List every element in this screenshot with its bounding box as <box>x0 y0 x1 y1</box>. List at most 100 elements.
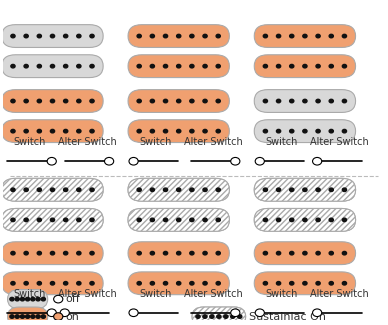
FancyBboxPatch shape <box>128 120 229 143</box>
Circle shape <box>90 129 94 133</box>
Circle shape <box>203 281 207 285</box>
FancyBboxPatch shape <box>128 178 229 201</box>
Circle shape <box>36 297 40 301</box>
Circle shape <box>37 188 42 191</box>
Circle shape <box>37 281 42 285</box>
Circle shape <box>203 34 207 38</box>
Circle shape <box>263 34 267 38</box>
Circle shape <box>329 129 333 133</box>
Circle shape <box>342 99 346 103</box>
Circle shape <box>329 34 333 38</box>
Circle shape <box>217 315 221 318</box>
Text: Switch: Switch <box>140 137 172 147</box>
Circle shape <box>277 218 281 222</box>
FancyBboxPatch shape <box>254 55 355 78</box>
Circle shape <box>41 297 45 301</box>
Circle shape <box>329 252 333 255</box>
Circle shape <box>303 218 307 222</box>
Circle shape <box>329 188 333 191</box>
Circle shape <box>216 34 220 38</box>
Text: Switch: Switch <box>13 289 46 299</box>
Circle shape <box>303 129 307 133</box>
FancyBboxPatch shape <box>2 120 103 143</box>
Circle shape <box>163 129 168 133</box>
Circle shape <box>64 129 68 133</box>
Circle shape <box>20 315 24 318</box>
Circle shape <box>150 64 154 68</box>
Circle shape <box>289 281 294 285</box>
FancyBboxPatch shape <box>2 178 103 201</box>
Circle shape <box>150 34 154 38</box>
Circle shape <box>277 129 281 133</box>
Circle shape <box>11 188 15 191</box>
Circle shape <box>190 99 194 103</box>
Circle shape <box>24 252 28 255</box>
Circle shape <box>163 99 168 103</box>
Circle shape <box>303 281 307 285</box>
Circle shape <box>163 252 168 255</box>
Circle shape <box>231 315 235 318</box>
FancyBboxPatch shape <box>128 90 229 112</box>
Circle shape <box>303 99 307 103</box>
Circle shape <box>90 252 94 255</box>
Circle shape <box>26 297 30 301</box>
FancyBboxPatch shape <box>254 120 355 143</box>
Circle shape <box>31 315 35 318</box>
Circle shape <box>90 281 94 285</box>
Circle shape <box>150 281 154 285</box>
Circle shape <box>190 281 194 285</box>
Circle shape <box>342 64 346 68</box>
Circle shape <box>231 157 240 165</box>
Circle shape <box>64 34 68 38</box>
Circle shape <box>190 252 194 255</box>
Circle shape <box>64 99 68 103</box>
Circle shape <box>150 188 154 191</box>
Circle shape <box>64 281 68 285</box>
Circle shape <box>137 129 141 133</box>
Circle shape <box>190 188 194 191</box>
Circle shape <box>50 129 55 133</box>
Circle shape <box>177 99 181 103</box>
Text: on: on <box>65 312 79 321</box>
Circle shape <box>77 64 81 68</box>
FancyBboxPatch shape <box>128 25 229 47</box>
Circle shape <box>77 218 81 222</box>
Circle shape <box>31 297 35 301</box>
Circle shape <box>47 157 56 165</box>
Circle shape <box>11 281 15 285</box>
Circle shape <box>50 34 55 38</box>
Circle shape <box>277 188 281 191</box>
Circle shape <box>316 99 320 103</box>
Circle shape <box>37 99 42 103</box>
Circle shape <box>263 252 267 255</box>
FancyBboxPatch shape <box>254 90 355 112</box>
Circle shape <box>137 99 141 103</box>
Circle shape <box>163 188 168 191</box>
Circle shape <box>263 188 267 191</box>
Circle shape <box>190 34 194 38</box>
Circle shape <box>342 218 346 222</box>
Text: Switch: Switch <box>140 289 172 299</box>
Text: Alter Switch: Alter Switch <box>184 289 242 299</box>
FancyBboxPatch shape <box>2 90 103 112</box>
Circle shape <box>216 252 220 255</box>
Circle shape <box>216 99 220 103</box>
Circle shape <box>50 99 55 103</box>
Text: Alter Switch: Alter Switch <box>184 137 242 147</box>
Circle shape <box>203 99 207 103</box>
Circle shape <box>129 157 138 165</box>
Circle shape <box>203 218 207 222</box>
Circle shape <box>342 34 346 38</box>
Circle shape <box>277 99 281 103</box>
Circle shape <box>64 252 68 255</box>
Circle shape <box>64 218 68 222</box>
Circle shape <box>203 188 207 191</box>
Circle shape <box>15 315 19 318</box>
Circle shape <box>342 188 346 191</box>
Circle shape <box>11 99 15 103</box>
Circle shape <box>150 99 154 103</box>
Circle shape <box>77 252 81 255</box>
Circle shape <box>177 64 181 68</box>
Circle shape <box>190 64 194 68</box>
Circle shape <box>177 129 181 133</box>
